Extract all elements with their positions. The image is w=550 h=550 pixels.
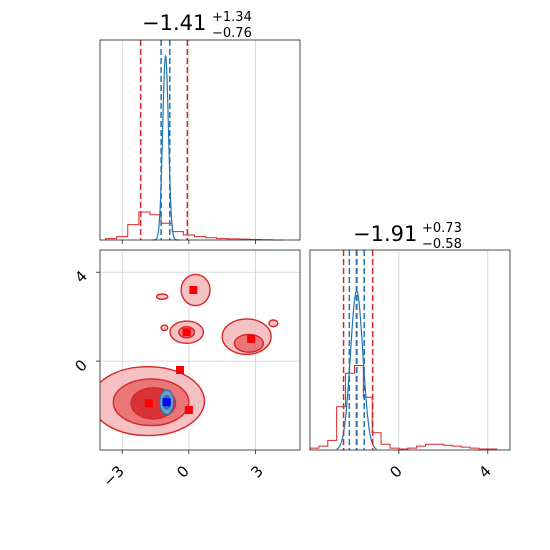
title-param0-value: −1.41 [142, 11, 206, 35]
red-contour-10 [268, 319, 279, 328]
title-param0-minus: −0.76 [212, 26, 252, 41]
red-marker-2 [184, 406, 193, 414]
title-param1-minus: −0.58 [422, 237, 462, 252]
x-tick-label-param0-2: 0 [173, 462, 192, 481]
blue-histogram-param0 [152, 54, 179, 241]
red-histogram-param0 [105, 211, 284, 241]
blue-marker-0 [162, 398, 171, 407]
marginal-param1-frame [309, 249, 511, 451]
x-tick-label-param0-3: 3 [247, 462, 266, 481]
marginal-param0-frame [99, 39, 301, 241]
red-contour-8 [155, 293, 169, 301]
red-marker-5 [247, 334, 256, 343]
title-param1-value: −1.91 [353, 222, 417, 246]
red-marker-1 [176, 366, 184, 374]
y-tick-label-param1-1: 0 [71, 356, 90, 375]
x-tick-label-param1-2: 4 [475, 462, 494, 481]
x-tick-label-param0-1: −3 [99, 462, 127, 490]
title-param1: −1.91 [353, 222, 417, 246]
title-param0: −1.41 [142, 11, 206, 35]
marginal-param0-panel [99, 39, 301, 244]
joint-contours [100, 273, 279, 437]
red-contour-9 [160, 324, 169, 332]
title-param1-plus: +0.73 [422, 221, 462, 236]
red-contour-4 [233, 333, 265, 353]
red-histogram-param1 [309, 365, 498, 450]
joint-frame [99, 249, 301, 451]
red-marker-4 [189, 286, 198, 294]
joint-param0-param1-panel [96, 249, 301, 454]
red-marker-0 [144, 399, 153, 408]
y-tick-label-param1-2: 4 [71, 267, 90, 286]
x-tick-label-param1-1: 0 [386, 462, 405, 481]
marginal-param1-panel [309, 249, 511, 454]
red-marker-3 [182, 328, 191, 337]
title-param0-plus: +1.34 [212, 10, 252, 25]
